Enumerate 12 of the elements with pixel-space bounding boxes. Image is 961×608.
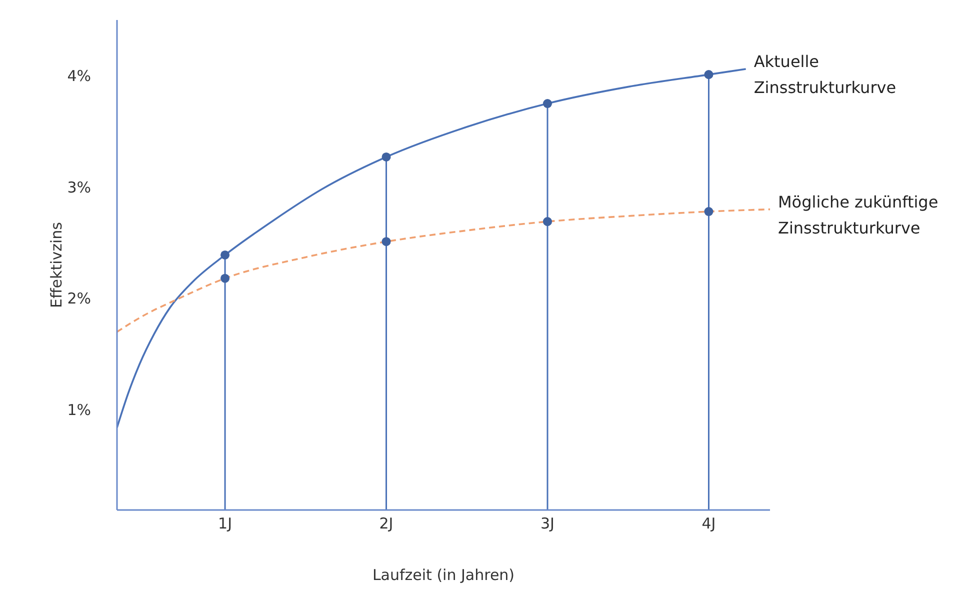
y-tick-label: 1% [67,401,91,420]
y-tick-label: 2% [67,290,91,308]
series-label: Mögliche zukünftige Zinsstrukturkurve [778,192,938,238]
y-tick-label: 4% [67,67,91,86]
x-tick-label: 4J [702,514,716,533]
x-tick-label: 2J [379,514,394,533]
x-axis-title: Laufzeit (in Jahren) [372,566,515,584]
x-tick-label: 1J [218,514,232,533]
series-label: Aktuelle Zinsstrukturkurve [754,52,896,97]
y-tick-label: 3% [67,178,91,196]
x-tick-label: 3J [540,514,554,533]
y-axis-title: Effektivzins [47,222,66,308]
